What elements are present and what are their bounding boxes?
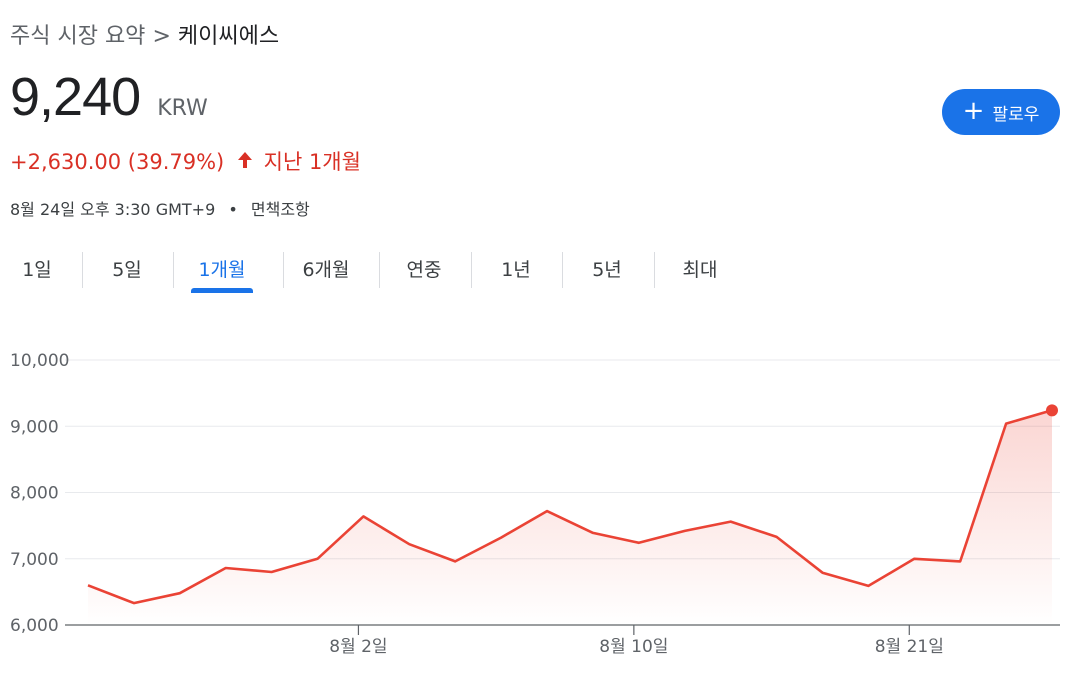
- breadcrumb-separator: >: [152, 24, 171, 49]
- breadcrumb: 주식 시장 요약 > 케이씨에스: [10, 18, 279, 50]
- tab-7[interactable]: 최대: [682, 258, 718, 281]
- tab-separator: [173, 252, 174, 288]
- tab-2[interactable]: 1개월: [198, 258, 246, 281]
- meta-separator: •: [228, 200, 238, 219]
- quote-timestamp: 8월 24일 오후 3:30 GMT+9: [10, 200, 216, 219]
- tab-separator: [82, 252, 83, 288]
- y-tick-label: 6,000: [10, 616, 59, 636]
- price-area: [88, 410, 1052, 625]
- x-tick-label: 8월 10일: [599, 637, 668, 657]
- currency-label: KRW: [157, 96, 208, 121]
- follow-button[interactable]: + 팔로우: [942, 89, 1060, 135]
- y-tick-label: 8,000: [10, 484, 59, 504]
- stock-price: 9,240: [10, 67, 141, 127]
- price-change: +2,630.00 (39.79%): [10, 150, 225, 174]
- tab-6[interactable]: 5년: [592, 258, 622, 281]
- tab-0[interactable]: 1일: [22, 258, 52, 281]
- tab-separator: [562, 252, 563, 288]
- tab-separator: [654, 252, 655, 288]
- x-tick-label: 8월 2일: [329, 637, 387, 657]
- breadcrumb-parent-link[interactable]: 주식 시장 요약: [10, 24, 146, 49]
- price-line: [87, 409, 1053, 605]
- tab-4[interactable]: 연중: [406, 258, 442, 281]
- active-tab-indicator: [191, 288, 253, 293]
- breadcrumb-current: 케이씨에스: [177, 24, 280, 49]
- y-tick-label: 7,000: [10, 550, 59, 570]
- tab-separator: [471, 252, 472, 288]
- arrow-up-icon: [237, 150, 253, 174]
- tab-separator: [379, 252, 380, 288]
- time-range-tabs: 1일 5일 1개월 6개월 연중 1년 5년 최대: [0, 246, 760, 294]
- tab-1[interactable]: 5일: [112, 258, 142, 281]
- change-period: 지난 1개월: [263, 150, 361, 174]
- tab-5[interactable]: 1년: [501, 258, 531, 281]
- price-row: 9,240 KRW: [10, 66, 208, 128]
- tab-3[interactable]: 6개월: [302, 258, 350, 281]
- follow-button-label: 팔로우: [992, 104, 1040, 125]
- plus-icon: +: [962, 95, 985, 126]
- x-tick-label: 8월 21일: [875, 637, 944, 657]
- price-change-row: +2,630.00 (39.79%) 지난 1개월: [10, 146, 361, 176]
- y-tick-label: 9,000: [10, 417, 59, 437]
- price-chart: 6,000 7,000 8,000 9,000 10,000 8월 2일 8월 10일 8월 …: [10, 351, 1060, 657]
- tab-separator: [283, 252, 284, 288]
- latest-price-point: [1046, 404, 1058, 417]
- quote-meta: 8월 24일 오후 3:30 GMT+9 • 면책조항: [10, 196, 310, 220]
- disclaimer-link[interactable]: 면책조항: [250, 200, 310, 219]
- y-tick-label: 10,000: [10, 351, 69, 371]
